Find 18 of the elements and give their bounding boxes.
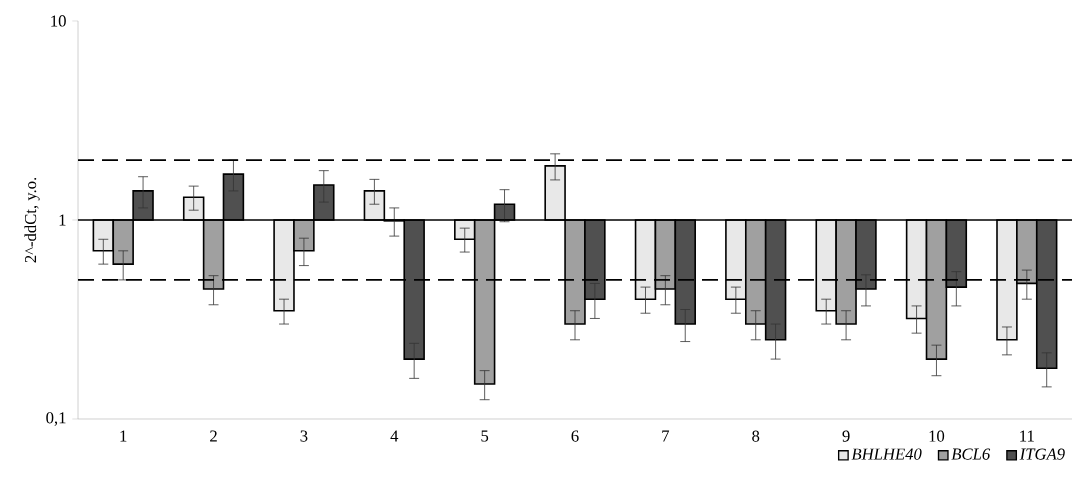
x-tick-label: 5 — [481, 430, 489, 442]
x-tick-label: 9 — [842, 430, 850, 442]
y-tick-label: 10 — [51, 15, 66, 27]
legend-label: BCL6 — [951, 448, 991, 460]
x-tick-label: 4 — [390, 430, 399, 442]
x-tick-label: 7 — [662, 430, 670, 442]
x-tick-label: 1 — [120, 430, 127, 442]
y-axis-title: 2^-ddCt, y.o. — [24, 177, 40, 263]
x-tick-label: 2 — [210, 430, 217, 442]
x-tick-label: 6 — [571, 430, 579, 442]
y-tick-label: 1 — [59, 214, 66, 226]
x-tick-label: 10 — [929, 430, 945, 442]
x-tick-label: 11 — [1020, 430, 1034, 442]
x-tick-label: 8 — [752, 430, 760, 442]
x-tick-label: 3 — [300, 430, 308, 442]
legend-label: ITGA9 — [1019, 448, 1065, 460]
legend-label: BHLHE40 — [851, 448, 922, 460]
y-tick-label: 0,1 — [46, 412, 66, 426]
